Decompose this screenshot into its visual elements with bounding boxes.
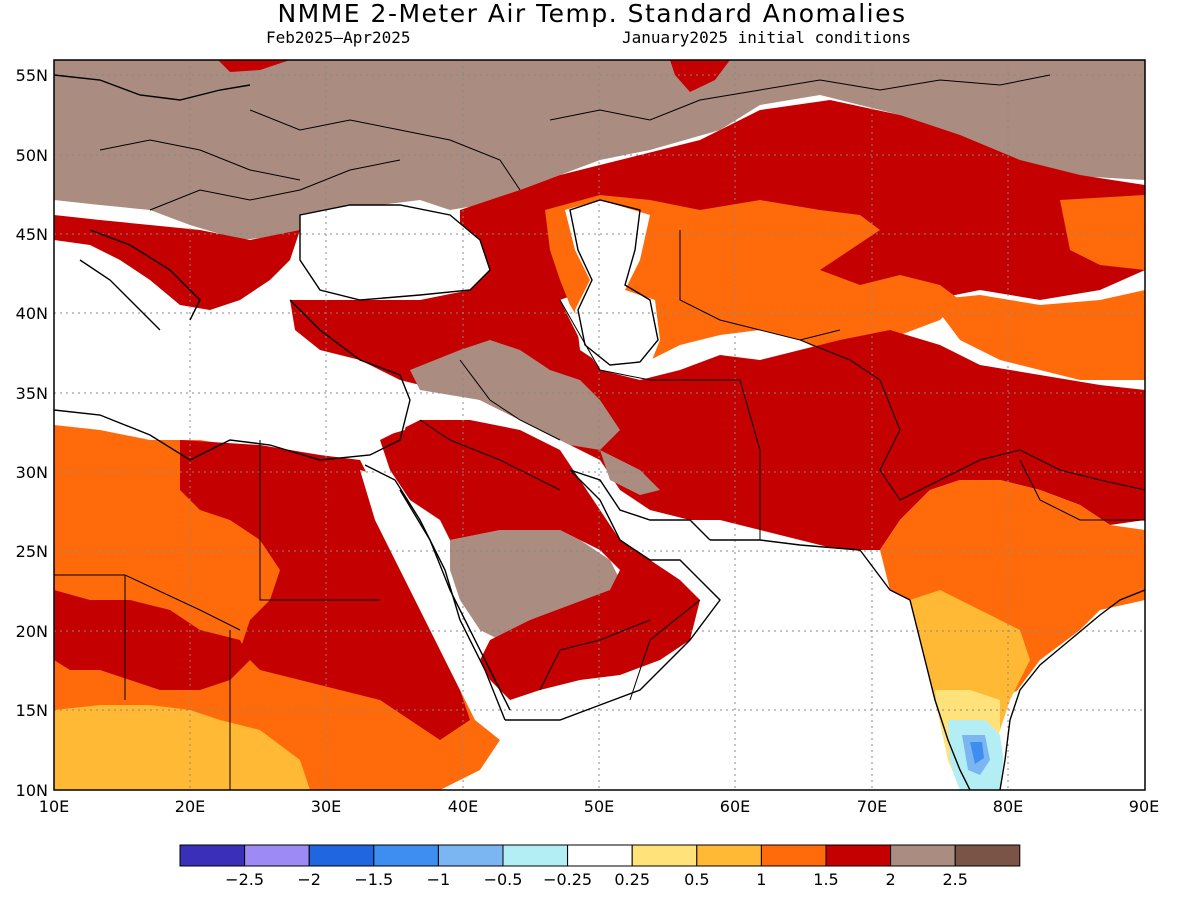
x-tick-label: 60E	[720, 797, 750, 816]
colorbar-swatch	[179, 844, 246, 867]
region-egypt-darkred	[180, 440, 470, 740]
x-tick-label: 50E	[584, 797, 614, 816]
x-tick-label: 80E	[993, 797, 1023, 816]
colorbar-swatch	[567, 844, 633, 867]
colorbar-label: −1	[427, 870, 451, 889]
grid-lines	[54, 60, 1145, 790]
gulf-aden-white	[500, 710, 620, 775]
colorbar-swatch	[760, 844, 827, 867]
colorbar-swatch	[825, 844, 892, 867]
mediterranean-white	[54, 300, 410, 450]
colorbar-label: 1	[756, 870, 766, 889]
y-axis: 10N 15N 20N 25N 30N 35N 40N 45N 50N 55N	[16, 66, 48, 800]
plot-frame	[53, 59, 1146, 791]
colorbar-label: −0.5	[484, 870, 523, 889]
y-tick-label: 20N	[16, 622, 48, 641]
initial-conditions: January2025 initial conditions	[622, 28, 911, 47]
region-volga-darkred	[670, 60, 730, 92]
colorbar-swatch	[890, 844, 956, 867]
x-tick-label: 40E	[448, 797, 478, 816]
y-tick-label: 40N	[16, 304, 48, 323]
x-tick-label: 90E	[1129, 797, 1159, 816]
y-tick-label: 35N	[16, 384, 48, 403]
map-title: NMME 2-Meter Air Temp. Standard Anomalie…	[277, 0, 907, 28]
colorbar-swatch	[954, 844, 1021, 867]
region-arabia-darkred	[380, 420, 700, 700]
black-sea-white	[300, 205, 490, 300]
x-tick-label: 70E	[857, 797, 887, 816]
colorbar-label: −2.5	[225, 870, 264, 889]
country-borders	[54, 74, 1145, 790]
colorbar-label: −2	[297, 870, 321, 889]
colorbar-label: 0.5	[684, 870, 709, 889]
colorbar-swatch	[373, 844, 439, 867]
x-tick-label: 20E	[175, 797, 205, 816]
colorbar-swatch	[502, 844, 569, 867]
red-sea-white	[360, 470, 510, 740]
forecast-period: Feb2025–Apr2025	[266, 28, 411, 47]
y-tick-label: 30N	[16, 463, 48, 482]
colorbar-label: 0.25	[614, 870, 650, 889]
y-tick-label: 50N	[16, 146, 48, 165]
colorbar-label: 2	[886, 870, 896, 889]
y-tick-label: 45N	[16, 225, 48, 244]
colorbar-swatch	[244, 844, 310, 867]
colorbar-label: 1.5	[813, 870, 838, 889]
region-baltic-darkred	[218, 60, 290, 72]
y-tick-label: 55N	[16, 66, 48, 85]
region-sahel-yellow	[54, 705, 310, 790]
coastlines	[54, 74, 1145, 790]
colorbar-swatch	[437, 844, 504, 867]
x-tick-label: 30E	[311, 797, 341, 816]
region-westafrica-darkred	[54, 590, 250, 690]
region-south-india-darkblue	[970, 742, 984, 764]
region-arabia-brown	[450, 525, 620, 640]
colorbar-label: −0.25	[543, 870, 592, 889]
colorbar-swatch	[696, 844, 762, 867]
colorbar-swatch	[308, 844, 375, 867]
region-balkans-darkred	[54, 215, 300, 310]
colorbar-label: −1.5	[354, 870, 393, 889]
y-tick-label: 25N	[16, 542, 48, 561]
colorbar-label: 2.5	[942, 870, 967, 889]
region-east-orange	[1060, 195, 1145, 270]
x-tick-label: 10E	[39, 797, 69, 816]
y-tick-label: 10N	[16, 781, 48, 800]
colorbar-swatch	[631, 844, 698, 867]
y-tick-label: 15N	[16, 701, 48, 720]
region-tibet-orange	[930, 290, 1145, 380]
arabian-sea-white	[600, 540, 960, 790]
x-axis: 10E 20E 30E 40E 50E 60E 70E 80E 90E	[39, 797, 1159, 816]
bay-bengal-white	[1000, 600, 1145, 790]
colorbar: −2.5 −2 −1.5 −1 −0.5 −0.25 0.25 0.5 1 1.5 2 2.5	[179, 844, 1021, 889]
